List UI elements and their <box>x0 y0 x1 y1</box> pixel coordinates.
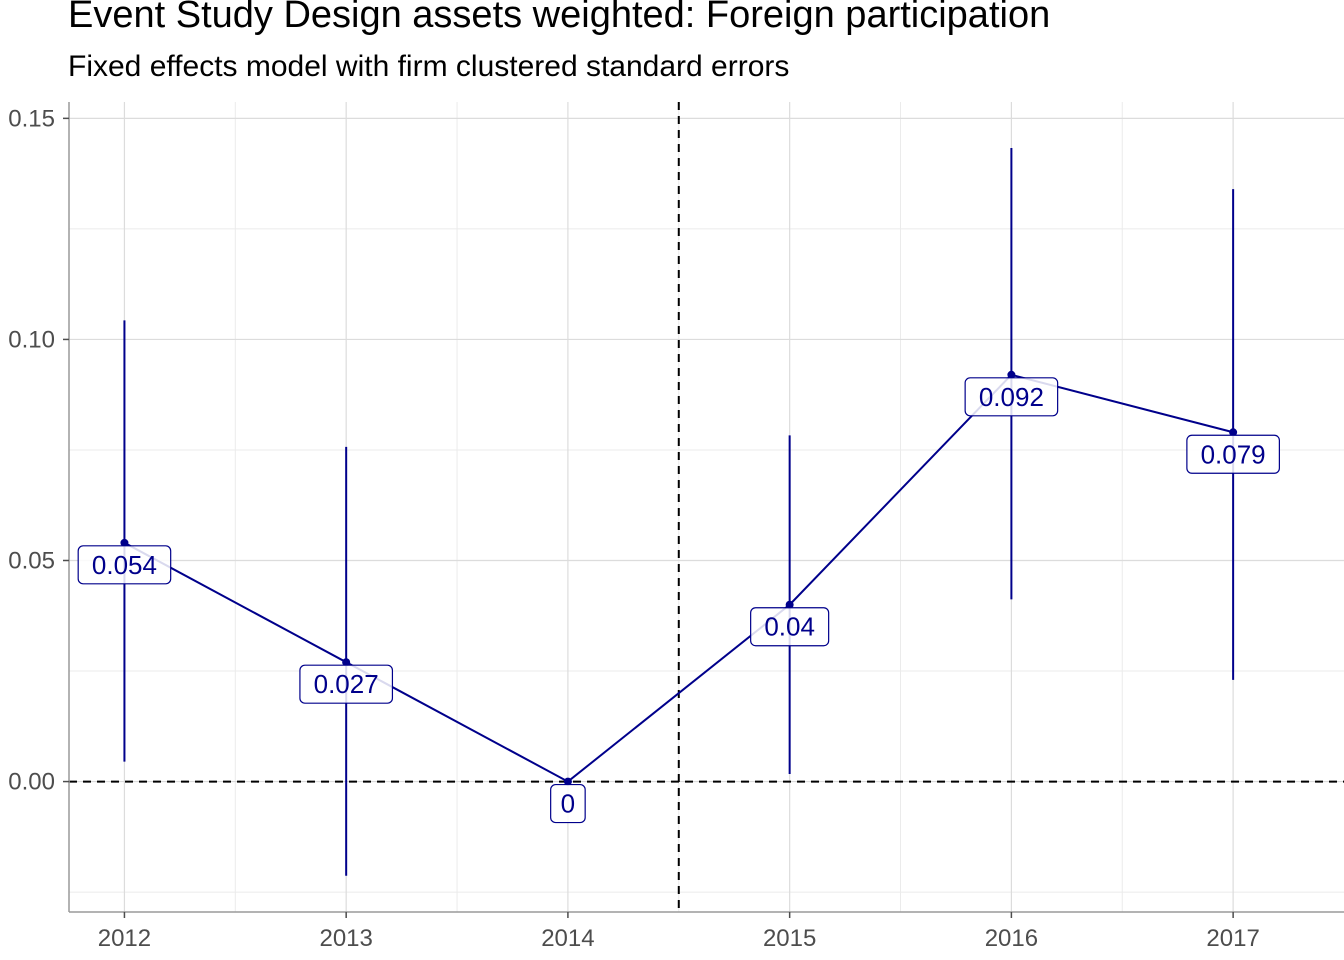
data-label: 0.079 <box>1201 439 1266 469</box>
data-label: 0.027 <box>314 669 379 699</box>
data-point <box>563 777 572 786</box>
data-point <box>785 600 794 609</box>
data-label: 0.092 <box>979 382 1044 412</box>
data-point <box>120 538 129 547</box>
data-point <box>1229 428 1238 437</box>
data-labels: 0.054 0.027 0 0.04 0.092 0.079 <box>77 377 1280 824</box>
data-point <box>1007 370 1016 379</box>
data-label-box <box>77 545 172 585</box>
x-tick-label: 2015 <box>763 925 816 952</box>
data-label-box <box>299 664 394 704</box>
data-label-box <box>964 377 1059 417</box>
data-label: 0 <box>561 789 575 819</box>
data-point <box>342 658 351 667</box>
x-tick-label: 2013 <box>319 925 372 952</box>
x-tick-label: 2017 <box>1206 925 1259 952</box>
data-label-box <box>1186 434 1280 474</box>
chart-title: Event Study Design assets weighted: Fore… <box>68 0 1051 36</box>
data-label: 0.04 <box>764 612 815 642</box>
reference-lines <box>69 102 1344 912</box>
y-tick-label: 0.00 <box>8 769 55 796</box>
x-tick-label: 2012 <box>98 925 151 952</box>
x-tick-label: 2014 <box>541 925 594 952</box>
data-label-box <box>550 783 586 824</box>
data-label-box <box>750 607 830 647</box>
x-tick-label: 2016 <box>985 925 1038 952</box>
axes: 0.00 0.05 0.10 0.15 2012 2013 2014 2015 2016 2017 <box>8 102 1344 952</box>
chart-subtitle: Fixed effects model with firm clustered … <box>68 50 790 83</box>
grid-lines <box>69 102 1344 912</box>
y-tick-label: 0.15 <box>8 105 55 132</box>
data-label: 0.054 <box>92 550 157 580</box>
y-tick-label: 0.10 <box>8 326 55 353</box>
y-tick-label: 0.05 <box>8 547 55 574</box>
